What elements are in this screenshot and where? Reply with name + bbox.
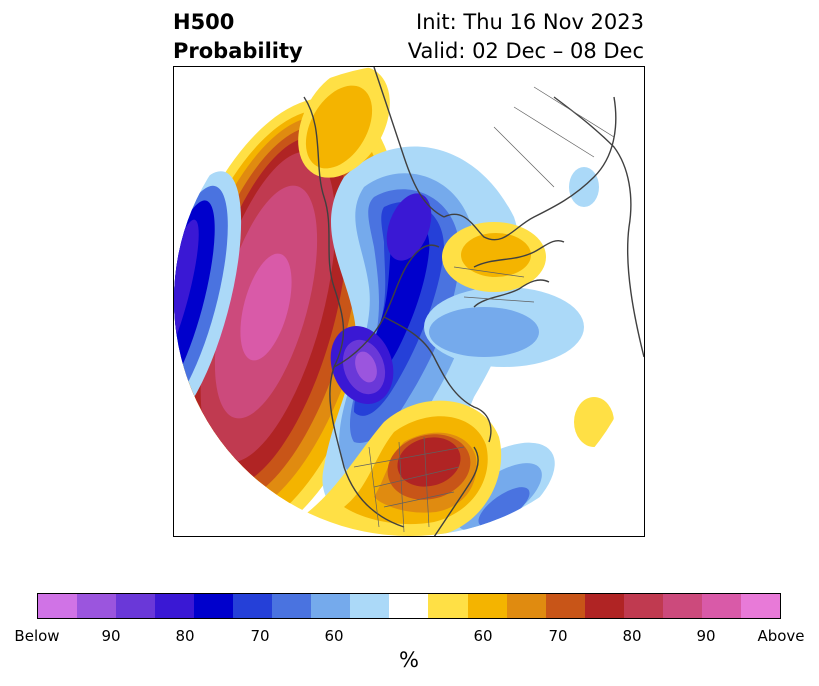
colorbar-segment <box>389 594 429 618</box>
colorbar-segment <box>311 594 351 618</box>
colorbar-segment <box>38 594 78 618</box>
valid-range: Valid: 02 Dec – 08 Dec <box>407 39 644 63</box>
colorbar-tick-label: 60 <box>473 627 493 645</box>
colorbar-tick-label: 80 <box>622 627 642 645</box>
colorbar-tick-label: 90 <box>696 627 716 645</box>
colorbar-tick-label: 60 <box>324 627 344 645</box>
colorbar-segment <box>662 594 702 618</box>
init-date: Init: Thu 16 Nov 2023 <box>416 10 644 34</box>
title-line-1: H500 <box>173 10 235 34</box>
probability-map <box>174 67 644 536</box>
map-title: H500 Probability <box>173 8 303 66</box>
colorbar-segment <box>233 594 273 618</box>
map-panel <box>173 66 645 537</box>
colorbar-segment <box>116 594 156 618</box>
borders <box>353 86 615 533</box>
colorbar-segment <box>623 594 663 618</box>
colorbar-segment <box>155 594 195 618</box>
colorbar-segment <box>545 594 585 618</box>
colorbar-segment <box>194 594 234 618</box>
colorbar-unit: % <box>399 648 419 672</box>
colorbar-segment <box>272 594 312 618</box>
coastlines <box>303 67 644 536</box>
map-subtitle: Init: Thu 16 Nov 2023 Valid: 02 Dec – 08… <box>408 8 644 66</box>
colorbar-segment <box>428 594 468 618</box>
colorbar <box>37 593 781 619</box>
colorbar-tick-label: 70 <box>250 627 270 645</box>
probability-fill <box>174 67 614 536</box>
colorbar-segment <box>701 594 741 618</box>
colorbar-segment <box>467 594 507 618</box>
colorbar-segment <box>350 594 390 618</box>
anomaly-above-europe <box>298 67 614 447</box>
anomaly-below-west <box>174 171 242 433</box>
colorbar-tick-label: Above <box>757 627 805 645</box>
colorbar-segment <box>584 594 624 618</box>
colorbar-segment <box>506 594 546 618</box>
colorbar-tick-label: 90 <box>101 627 121 645</box>
colorbar-segment <box>77 594 117 618</box>
title-line-2: Probability <box>173 39 303 63</box>
colorbar-tick-label: 70 <box>548 627 568 645</box>
colorbar-segment <box>740 594 780 618</box>
colorbar-tick-label: Below <box>14 627 60 645</box>
colorbar-tick-label: 80 <box>175 627 195 645</box>
